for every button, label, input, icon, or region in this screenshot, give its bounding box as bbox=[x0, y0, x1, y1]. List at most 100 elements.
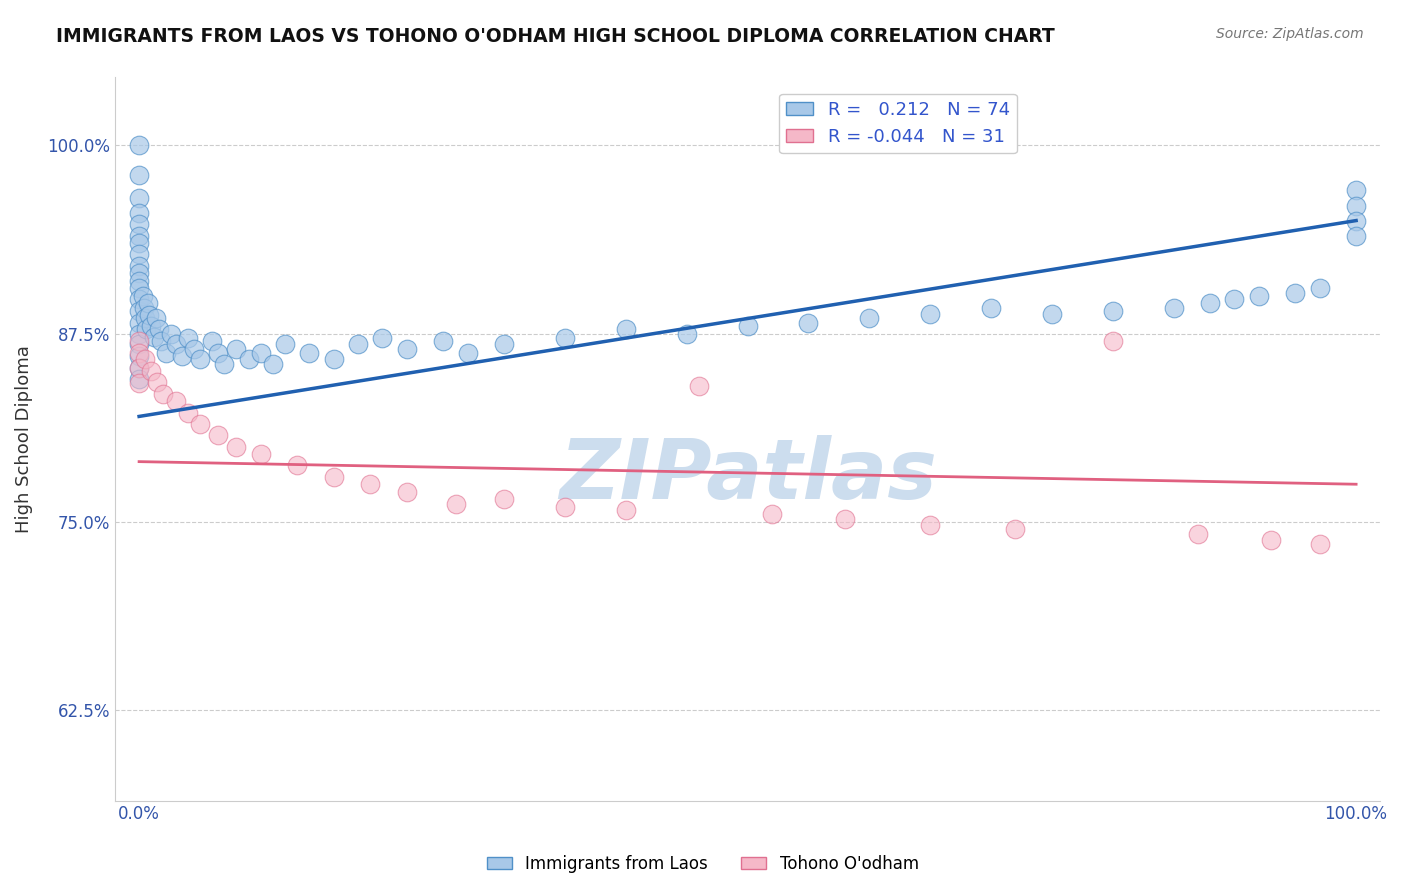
Point bbox=[494, 492, 516, 507]
Point bbox=[128, 361, 150, 376]
Point bbox=[155, 346, 177, 360]
Point bbox=[1101, 334, 1123, 348]
Point bbox=[138, 309, 160, 323]
Point bbox=[432, 334, 454, 348]
Point bbox=[1187, 527, 1209, 541]
Point bbox=[128, 246, 150, 260]
Point bbox=[834, 512, 856, 526]
Point bbox=[177, 331, 200, 345]
Point bbox=[128, 292, 150, 306]
Point bbox=[554, 331, 576, 345]
Point bbox=[207, 346, 229, 360]
Point bbox=[225, 342, 247, 356]
Point bbox=[132, 301, 155, 315]
Point bbox=[1223, 292, 1246, 306]
Point bbox=[395, 342, 418, 356]
Point bbox=[797, 316, 820, 330]
Point bbox=[134, 352, 156, 367]
Point bbox=[614, 322, 637, 336]
Point bbox=[1101, 304, 1123, 318]
Point bbox=[128, 372, 150, 386]
Point bbox=[920, 307, 942, 321]
Point bbox=[1346, 198, 1368, 212]
Point bbox=[128, 334, 150, 348]
Point bbox=[675, 326, 697, 341]
Point bbox=[150, 334, 173, 348]
Point bbox=[201, 334, 224, 348]
Point bbox=[128, 346, 150, 360]
Point bbox=[170, 349, 193, 363]
Point bbox=[554, 500, 576, 514]
Point bbox=[1346, 228, 1368, 243]
Point bbox=[128, 316, 150, 330]
Point bbox=[1199, 296, 1222, 310]
Point bbox=[688, 379, 710, 393]
Point bbox=[128, 274, 150, 288]
Point bbox=[128, 281, 150, 295]
Point bbox=[142, 329, 165, 343]
Text: IMMIGRANTS FROM LAOS VS TOHONO O'ODHAM HIGH SCHOOL DIPLOMA CORRELATION CHART: IMMIGRANTS FROM LAOS VS TOHONO O'ODHAM H… bbox=[56, 27, 1054, 45]
Point bbox=[1163, 301, 1185, 315]
Point bbox=[395, 484, 418, 499]
Point bbox=[128, 304, 150, 318]
Point bbox=[165, 394, 187, 409]
Point bbox=[359, 477, 381, 491]
Point bbox=[128, 361, 150, 376]
Point bbox=[141, 319, 163, 334]
Text: ZIPatlas: ZIPatlas bbox=[558, 434, 936, 516]
Text: Source: ZipAtlas.com: Source: ZipAtlas.com bbox=[1216, 27, 1364, 41]
Point bbox=[737, 319, 759, 334]
Point bbox=[1260, 533, 1282, 547]
Point bbox=[132, 289, 155, 303]
Point bbox=[128, 138, 150, 153]
Point bbox=[1309, 537, 1331, 551]
Point bbox=[274, 337, 297, 351]
Point bbox=[1004, 523, 1026, 537]
Point bbox=[1247, 289, 1270, 303]
Point bbox=[1309, 281, 1331, 295]
Point bbox=[188, 352, 211, 367]
Point bbox=[136, 296, 159, 310]
Point bbox=[322, 469, 344, 483]
Point bbox=[128, 376, 150, 391]
Point bbox=[128, 236, 150, 251]
Point bbox=[146, 375, 169, 389]
Point bbox=[980, 301, 1002, 315]
Point bbox=[128, 169, 150, 183]
Point bbox=[858, 311, 880, 326]
Point bbox=[128, 228, 150, 243]
Point bbox=[214, 357, 236, 371]
Point bbox=[225, 440, 247, 454]
Point bbox=[285, 458, 308, 472]
Point bbox=[128, 266, 150, 280]
Y-axis label: High School Diploma: High School Diploma bbox=[15, 345, 32, 533]
Point bbox=[207, 427, 229, 442]
Legend: R =   0.212   N = 74, R = -0.044   N = 31: R = 0.212 N = 74, R = -0.044 N = 31 bbox=[779, 94, 1017, 153]
Point bbox=[148, 322, 170, 336]
Point bbox=[128, 349, 150, 363]
Point bbox=[165, 337, 187, 351]
Point bbox=[371, 331, 394, 345]
Point bbox=[128, 337, 150, 351]
Point bbox=[1284, 285, 1306, 300]
Point bbox=[128, 259, 150, 273]
Point bbox=[761, 508, 783, 522]
Point bbox=[177, 406, 200, 420]
Point bbox=[183, 342, 205, 356]
Point bbox=[152, 387, 174, 401]
Point bbox=[249, 346, 271, 360]
Point bbox=[188, 417, 211, 431]
Point bbox=[1040, 307, 1063, 321]
Point bbox=[1346, 183, 1368, 197]
Point bbox=[614, 503, 637, 517]
Point bbox=[249, 447, 271, 461]
Point bbox=[347, 337, 370, 351]
Point bbox=[262, 357, 284, 371]
Point bbox=[159, 326, 181, 341]
Point bbox=[457, 346, 479, 360]
Point bbox=[145, 311, 167, 326]
Point bbox=[134, 311, 156, 326]
Legend: Immigrants from Laos, Tohono O'odham: Immigrants from Laos, Tohono O'odham bbox=[481, 848, 925, 880]
Point bbox=[135, 322, 157, 336]
Point bbox=[444, 497, 467, 511]
